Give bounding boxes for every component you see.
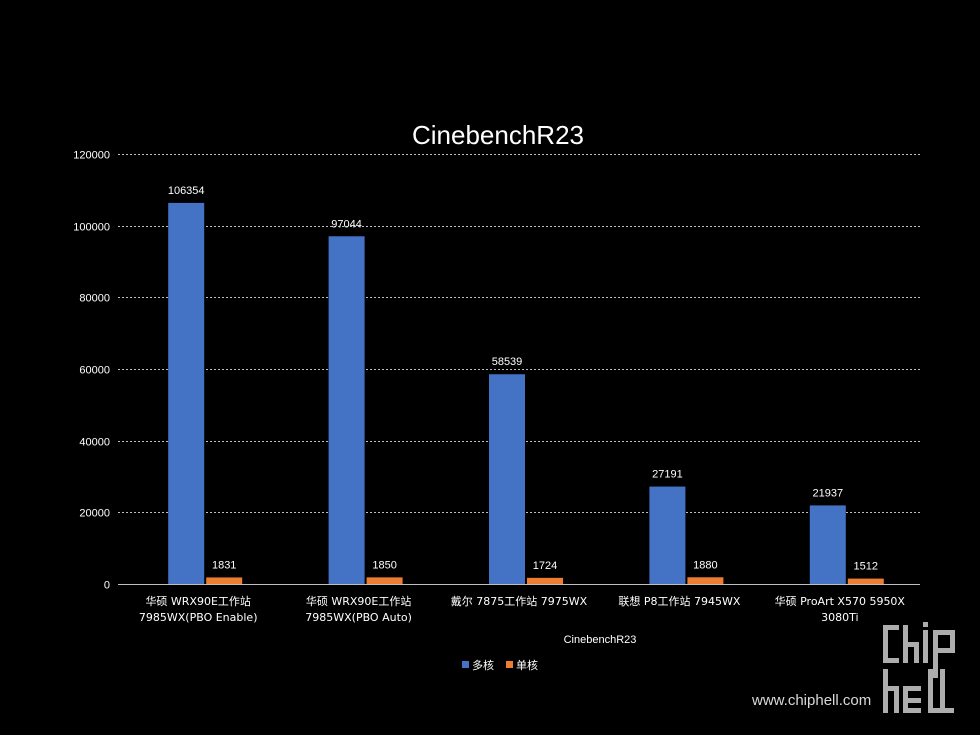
bar-single bbox=[206, 577, 243, 584]
y-tick-label: 100000 bbox=[73, 222, 110, 234]
data-label: 106354 bbox=[168, 185, 205, 197]
data-label: 1850 bbox=[372, 559, 396, 571]
x-tick-label: 华硕 ProArt X570 5950X bbox=[775, 594, 906, 608]
data-label: 1724 bbox=[533, 560, 557, 572]
bar-single bbox=[366, 577, 403, 584]
bar-multi bbox=[649, 486, 686, 584]
chart-title: CinebenchR23 bbox=[412, 120, 584, 150]
data-label: 1831 bbox=[212, 559, 236, 571]
watermark-url: www.chiphell.com bbox=[751, 692, 871, 709]
bar-single bbox=[527, 577, 563, 584]
y-tick-label: 60000 bbox=[79, 365, 110, 377]
data-label: 97044 bbox=[331, 218, 362, 230]
label-layer: 106354 1831 华硕 WRX90E工作站 7985WX(PBO Enable)… bbox=[139, 185, 906, 624]
data-label: 21937 bbox=[813, 487, 844, 499]
bar-single bbox=[687, 577, 724, 584]
legend-label: 单核 bbox=[516, 658, 538, 672]
x-tick-label: 7985WX(PBO Enable) bbox=[139, 611, 258, 624]
y-tick-label: 20000 bbox=[79, 508, 110, 520]
bar-multi bbox=[809, 505, 846, 584]
x-tick-label: 戴尔 7875工作站 7975WX bbox=[451, 594, 588, 608]
x-tick-label: 华硕 WRX90E工作站 bbox=[145, 594, 251, 608]
bar-layer bbox=[168, 202, 884, 584]
data-label: 1880 bbox=[693, 559, 717, 571]
legend-swatch bbox=[462, 661, 469, 668]
legend-swatch bbox=[506, 661, 513, 668]
x-tick-label: 3080Ti bbox=[821, 611, 858, 624]
y-tick-label: 0 bbox=[104, 580, 110, 592]
x-tick-label: 联想 P8工作站 7945WX bbox=[618, 594, 740, 608]
data-label: 58539 bbox=[492, 356, 523, 368]
y-tick-label: 80000 bbox=[79, 293, 110, 305]
legend-label: 多核 bbox=[472, 658, 494, 672]
bar-single bbox=[847, 578, 884, 584]
bar-multi bbox=[328, 236, 365, 584]
legend: 多核 单核 bbox=[462, 658, 538, 672]
x-tick-label: 7985WX(PBO Auto) bbox=[305, 611, 412, 624]
y-tick-label: 40000 bbox=[79, 437, 110, 449]
chiphell-logo bbox=[883, 622, 955, 713]
bar-multi bbox=[489, 374, 525, 584]
y-tick-label: 120000 bbox=[73, 150, 110, 162]
data-label: 1512 bbox=[854, 561, 878, 573]
x-axis-title: CinebenchR23 bbox=[564, 634, 637, 646]
x-tick-label: 华硕 WRX90E工作站 bbox=[306, 594, 412, 608]
bar-multi bbox=[168, 202, 205, 584]
data-label: 27191 bbox=[652, 469, 683, 481]
